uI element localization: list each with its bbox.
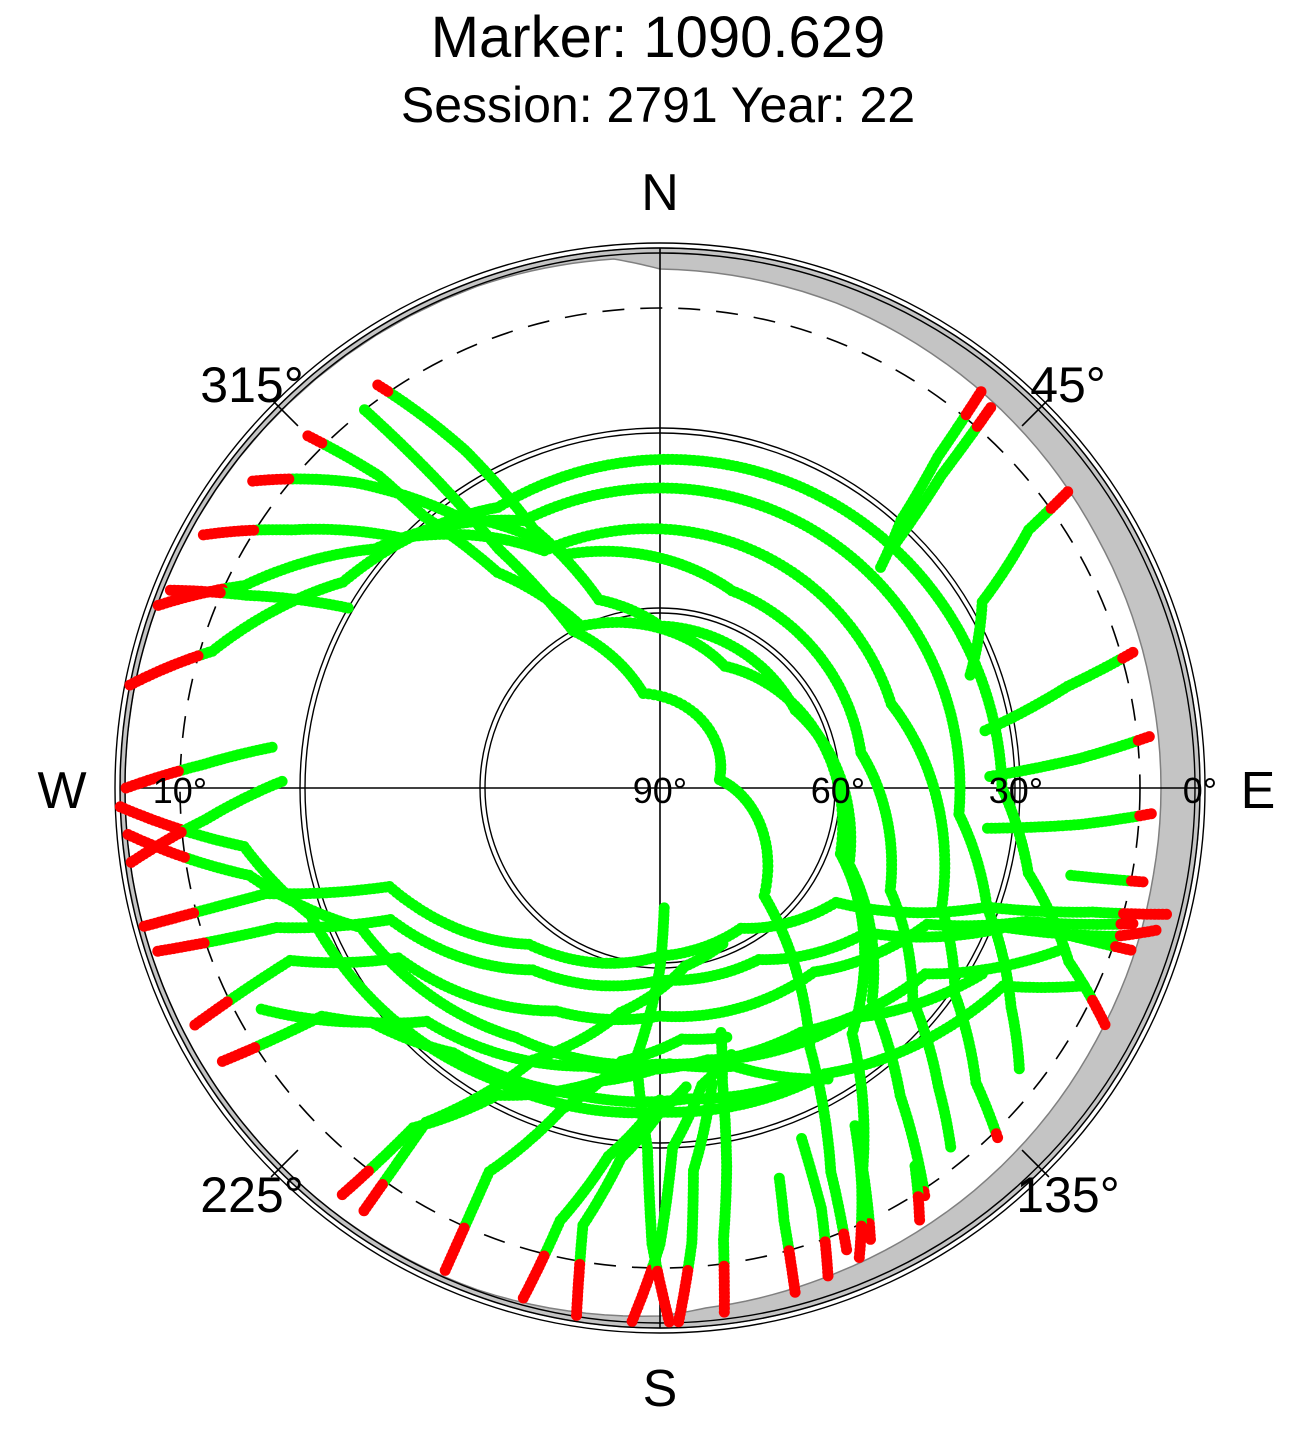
track-point-low — [971, 420, 983, 432]
track-22 — [631, 902, 675, 1328]
track-35 — [1049, 926, 1137, 956]
track-point-low — [783, 1245, 795, 1257]
track-21 — [673, 1077, 718, 1328]
azimuth-tick-225 — [270, 1149, 299, 1178]
track-point — [849, 1120, 861, 1132]
track-point — [945, 1141, 957, 1153]
track-point-low — [1110, 941, 1122, 953]
track-26 — [849, 1120, 868, 1263]
track-point-low — [841, 1244, 853, 1256]
track-5 — [197, 523, 1004, 1144]
track-27 — [909, 1160, 926, 1226]
track-point-low — [718, 1260, 730, 1272]
track-8 — [138, 881, 1172, 969]
track-point — [822, 1073, 834, 1085]
track-24 — [773, 1172, 801, 1298]
chart-subtitle: Session: 2791 Year: 22 — [400, 77, 916, 133]
track-point-low — [316, 437, 328, 449]
track-point-low — [865, 1233, 876, 1245]
track-point — [725, 1049, 737, 1061]
track-point — [796, 1133, 808, 1144]
axis-crosshair — [120, 248, 1200, 1328]
track-point-low — [376, 1179, 388, 1190]
track-point — [887, 540, 899, 552]
track-point-low — [960, 409, 972, 421]
track-point — [1078, 980, 1090, 992]
track-point — [1065, 869, 1077, 881]
track-point-low — [248, 524, 260, 536]
azimuth-tick-315 — [270, 398, 299, 427]
track-point — [984, 771, 996, 782]
chart-title: Marker: 1090.629 — [430, 5, 886, 70]
track-point — [706, 1077, 718, 1089]
track-30 — [964, 486, 1074, 681]
track-point — [1013, 1063, 1025, 1075]
track-25 — [796, 1133, 834, 1282]
track-point-low — [198, 937, 210, 949]
track-point-low — [1134, 810, 1146, 822]
track-point-low — [1150, 924, 1162, 936]
track-point-low — [1045, 502, 1057, 514]
track-17 — [439, 1031, 733, 1276]
track-point — [1049, 926, 1061, 938]
track-6 — [152, 482, 1025, 1075]
track-10 — [189, 915, 1139, 1031]
track-point-low — [362, 1165, 374, 1177]
satellite-tracks — [114, 379, 1172, 1328]
track-31 — [979, 646, 1139, 737]
track-29 — [887, 402, 997, 552]
track-16 — [336, 1058, 834, 1201]
track-point-low — [1161, 908, 1172, 920]
track-point-low — [249, 1042, 261, 1054]
track-point — [875, 561, 887, 573]
track-point-low — [458, 1222, 470, 1234]
track-point-low — [652, 1265, 663, 1277]
track-point-low — [992, 1132, 1004, 1144]
track-point — [964, 669, 976, 681]
track-point — [976, 968, 988, 980]
horizon-outer-ring — [114, 242, 1206, 1334]
azimuth-tick-135 — [1021, 1149, 1050, 1178]
track-33 — [982, 808, 1157, 834]
track-point — [979, 725, 991, 737]
track-point — [658, 902, 670, 914]
track-point — [909, 1160, 921, 1172]
track-point-low — [1117, 652, 1129, 664]
track-36 — [164, 584, 354, 614]
track-point-low — [912, 1191, 924, 1203]
track-point — [773, 1172, 785, 1184]
track-point-low — [221, 996, 233, 1008]
track-point-low — [855, 1220, 867, 1232]
track-point-low — [188, 907, 200, 919]
track-point — [715, 1027, 727, 1038]
track-point — [717, 938, 729, 950]
track-point-low — [283, 473, 295, 485]
track-point-low — [178, 851, 190, 863]
track-point-low — [574, 1258, 586, 1270]
track-point-low — [1127, 918, 1139, 930]
track-point-low — [192, 650, 204, 662]
track-point-low — [682, 1265, 694, 1276]
track-point-low — [1099, 1019, 1111, 1031]
track-point — [1055, 944, 1066, 956]
track-23 — [715, 1027, 733, 1318]
track-point — [982, 822, 993, 834]
track-34 — [1065, 869, 1149, 888]
track-18 — [517, 1094, 666, 1304]
track-point-low — [819, 1236, 831, 1248]
track-point — [680, 1081, 692, 1093]
track-point-low — [382, 385, 394, 397]
azimuth-tick-45 — [1021, 398, 1050, 427]
track-point-low — [1126, 875, 1137, 887]
track-point-low — [1132, 734, 1144, 746]
track-point-low — [538, 1250, 550, 1262]
track-32 — [984, 731, 1155, 782]
